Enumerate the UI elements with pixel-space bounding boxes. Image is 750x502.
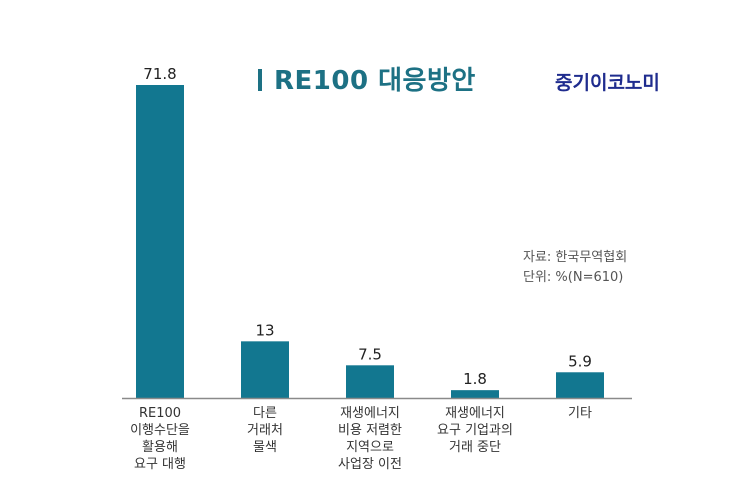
chart-title-text: RE100 대응방안 [274,66,476,96]
bar-4 [451,390,499,398]
bar-2 [241,341,289,398]
chart-title: RE100 대응방안 [258,60,476,97]
source-note: 자료: 한국무역협회 [523,250,628,265]
value-label-3: 7.5 [358,345,382,363]
value-label-1: 71.8 [143,65,176,83]
category-label-5: 기타 [568,406,592,421]
value-label-5: 5.9 [568,352,592,370]
value-label-4: 1.8 [463,370,487,388]
bar-1 [136,85,184,398]
value-label-2: 13 [255,321,274,339]
brand-logo-text: 중기이코노미 [555,72,660,94]
category-label-4: 재생에너지 요구 기업과의 거래 중단 [437,406,513,455]
category-label-3: 재생에너지 비용 저렴한 지역으로 사업장 이전 [338,406,402,472]
category-label-1: RE100 이행수단을 활용해 요구 대행 [130,406,190,472]
bar-3 [346,365,394,398]
unit-note: 단위: %(N=610) [523,270,624,285]
title-accent-bar [258,69,262,91]
category-label-2: 다른 거래처 물색 [247,406,283,455]
bar-5 [556,372,604,398]
